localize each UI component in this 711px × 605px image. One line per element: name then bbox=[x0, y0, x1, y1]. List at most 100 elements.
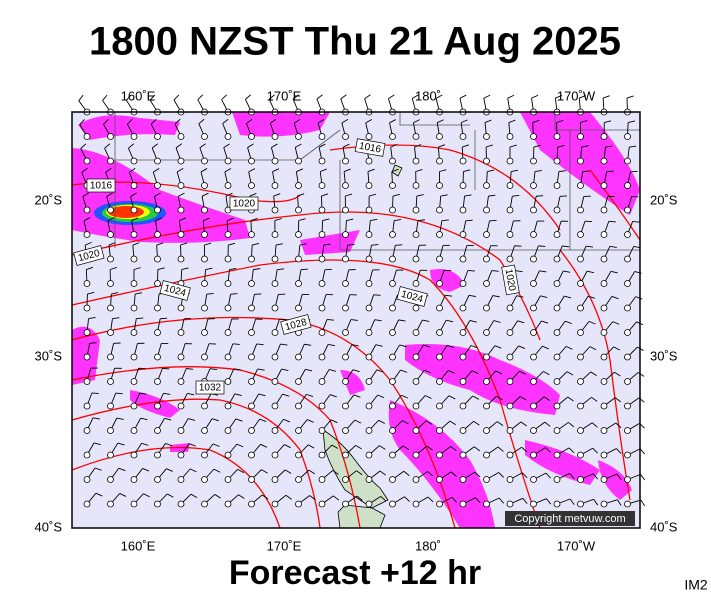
station bbox=[507, 232, 513, 238]
wind-barb-feather bbox=[640, 449, 645, 454]
station bbox=[554, 207, 560, 213]
station bbox=[343, 207, 349, 213]
station bbox=[601, 305, 607, 311]
wind-barb-feather bbox=[233, 344, 240, 345]
station bbox=[131, 305, 137, 311]
station bbox=[202, 403, 208, 409]
station bbox=[554, 281, 560, 287]
wind-barb-feather bbox=[607, 171, 614, 172]
station bbox=[437, 452, 443, 458]
isobar-label-group: 1032 bbox=[196, 381, 224, 394]
station bbox=[84, 379, 90, 385]
station bbox=[484, 403, 490, 409]
station bbox=[554, 452, 560, 458]
station bbox=[296, 305, 302, 311]
station bbox=[625, 403, 631, 409]
station bbox=[249, 232, 255, 238]
station bbox=[484, 379, 490, 385]
station bbox=[272, 281, 278, 287]
station bbox=[108, 354, 114, 360]
station bbox=[460, 305, 466, 311]
station bbox=[225, 403, 231, 409]
station bbox=[460, 256, 466, 262]
station bbox=[272, 183, 278, 189]
station bbox=[131, 158, 137, 164]
station bbox=[625, 281, 631, 287]
station bbox=[249, 183, 255, 189]
station bbox=[507, 183, 513, 189]
station bbox=[413, 158, 419, 164]
station bbox=[625, 256, 631, 262]
station bbox=[554, 428, 560, 434]
station bbox=[319, 134, 325, 140]
station bbox=[202, 477, 208, 483]
station bbox=[460, 232, 466, 238]
station bbox=[272, 501, 278, 507]
station bbox=[437, 158, 443, 164]
station bbox=[296, 183, 302, 189]
station bbox=[249, 330, 255, 336]
station bbox=[460, 183, 466, 189]
station bbox=[390, 134, 396, 140]
station bbox=[484, 256, 490, 262]
station bbox=[390, 158, 396, 164]
wind-barb-feather bbox=[103, 95, 107, 100]
station bbox=[272, 232, 278, 238]
station bbox=[319, 256, 325, 262]
station bbox=[249, 256, 255, 262]
station bbox=[249, 379, 255, 385]
wind-barb-feather bbox=[609, 221, 616, 222]
station bbox=[578, 403, 584, 409]
station bbox=[225, 477, 231, 483]
station bbox=[343, 134, 349, 140]
station bbox=[178, 134, 184, 140]
station bbox=[366, 232, 372, 238]
station bbox=[202, 134, 208, 140]
station bbox=[507, 305, 513, 311]
station bbox=[578, 354, 584, 360]
station bbox=[531, 158, 537, 164]
station bbox=[413, 281, 419, 287]
station bbox=[296, 354, 302, 360]
station bbox=[554, 183, 560, 189]
station bbox=[343, 428, 349, 434]
longitude-label-top: 180˚ bbox=[415, 88, 441, 103]
station bbox=[578, 379, 584, 385]
station bbox=[225, 330, 231, 336]
station bbox=[507, 501, 513, 507]
station bbox=[460, 477, 466, 483]
wind-barb-feather bbox=[162, 368, 169, 369]
station bbox=[249, 281, 255, 287]
station bbox=[296, 256, 302, 262]
station bbox=[484, 354, 490, 360]
station bbox=[343, 232, 349, 238]
station bbox=[601, 354, 607, 360]
station bbox=[202, 428, 208, 434]
station bbox=[155, 477, 161, 483]
station bbox=[131, 183, 137, 189]
station bbox=[437, 403, 443, 409]
station bbox=[554, 158, 560, 164]
station bbox=[319, 379, 325, 385]
station bbox=[319, 232, 325, 238]
station bbox=[249, 477, 255, 483]
station bbox=[178, 256, 184, 262]
station bbox=[155, 330, 161, 336]
station bbox=[366, 403, 372, 409]
station bbox=[460, 134, 466, 140]
station bbox=[531, 379, 537, 385]
station bbox=[272, 207, 278, 213]
station bbox=[531, 477, 537, 483]
station bbox=[249, 158, 255, 164]
station bbox=[601, 134, 607, 140]
station bbox=[437, 354, 443, 360]
station bbox=[625, 305, 631, 311]
station bbox=[390, 452, 396, 458]
wind-barb-feather bbox=[388, 95, 394, 99]
station bbox=[131, 403, 137, 409]
station bbox=[437, 501, 443, 507]
station bbox=[225, 256, 231, 262]
latitude-label-right: 20˚S bbox=[650, 192, 678, 207]
station bbox=[272, 256, 278, 262]
